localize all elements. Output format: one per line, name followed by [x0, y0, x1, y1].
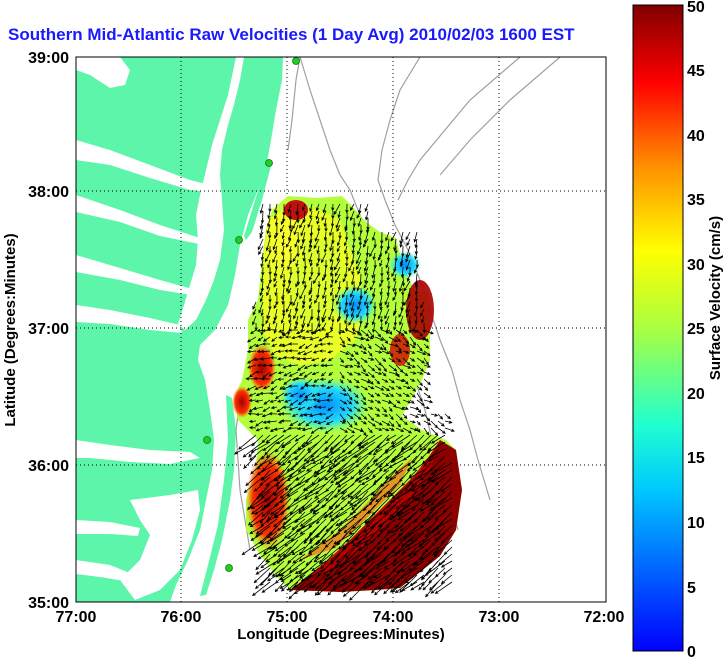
x-tick-label: 73:00 [479, 609, 520, 626]
colorbar: 0 5 10 15 20 25 30 35 40 45 50 Surface V… [632, 0, 724, 659]
station-marker [265, 159, 273, 167]
y-tick-label: 39:00 [28, 50, 69, 67]
velocity-vectors [234, 203, 455, 601]
river-pamlico [76, 520, 140, 536]
station-marker [225, 564, 233, 572]
delaware-bay [76, 57, 130, 88]
chesapeake-bay [178, 57, 244, 330]
x-axis-label: Longitude (Degrees:Minutes) [237, 626, 445, 643]
barrier-islands [244, 160, 272, 240]
x-tick-label: 72:00 [584, 609, 625, 626]
y-tick-label: 36:00 [28, 458, 69, 475]
y-tick-label: 38:00 [28, 184, 69, 201]
velocity-field [232, 195, 462, 601]
colorbar-tick-label: 15 [687, 450, 705, 467]
colorbar-tick-label: 5 [687, 580, 696, 597]
y-tick-label: 37:00 [28, 321, 69, 338]
colorbar-tick-label: 20 [687, 386, 705, 403]
station-marker [235, 236, 243, 244]
plot-frame [75, 56, 607, 603]
colorbar-tick-label: 25 [687, 321, 705, 338]
colorbar-gradient [632, 4, 684, 652]
colorbar-tick-label: 0 [687, 644, 696, 659]
colorbar-tick-label: 50 [687, 0, 705, 16]
river-york [76, 255, 198, 296]
colorbar-tick-label: 40 [687, 128, 705, 145]
river-potomac [76, 140, 212, 192]
river-james [76, 305, 182, 333]
map-plot-area [76, 57, 606, 602]
albemarle-sound [76, 440, 200, 464]
x-tick-label: 77:00 [56, 609, 97, 626]
x-tick-label: 74:00 [373, 609, 414, 626]
y-axis: 39:00 38:00 37:00 36:00 35:00 [28, 50, 69, 612]
velocity-arrow-set [234, 203, 455, 601]
colorbar-tick-label: 10 [687, 515, 705, 532]
colorbar-tick-label: 30 [687, 257, 705, 274]
map-title: Southern Mid-Atlantic Raw Velocities (1 … [8, 25, 575, 44]
colorbar-label: Surface Velocity (cm/s) [707, 216, 724, 380]
river-neuse [76, 560, 135, 582]
radar-stations [203, 57, 300, 572]
colorbar-tick-label: 45 [687, 63, 705, 80]
river-rappahannock [76, 195, 204, 245]
station-marker [292, 57, 300, 65]
y-tick-label: 35:00 [28, 595, 69, 612]
colorbar-tick-label: 35 [687, 192, 705, 209]
y-axis-label: Latitude (Degrees:Minutes) [2, 233, 19, 426]
x-tick-label: 75:00 [267, 609, 308, 626]
x-axis: 77:00 76:00 75:00 74:00 73:00 72:00 [56, 609, 625, 626]
station-marker [203, 436, 211, 444]
x-tick-label: 76:00 [161, 609, 202, 626]
pamlico-sound [120, 490, 200, 600]
